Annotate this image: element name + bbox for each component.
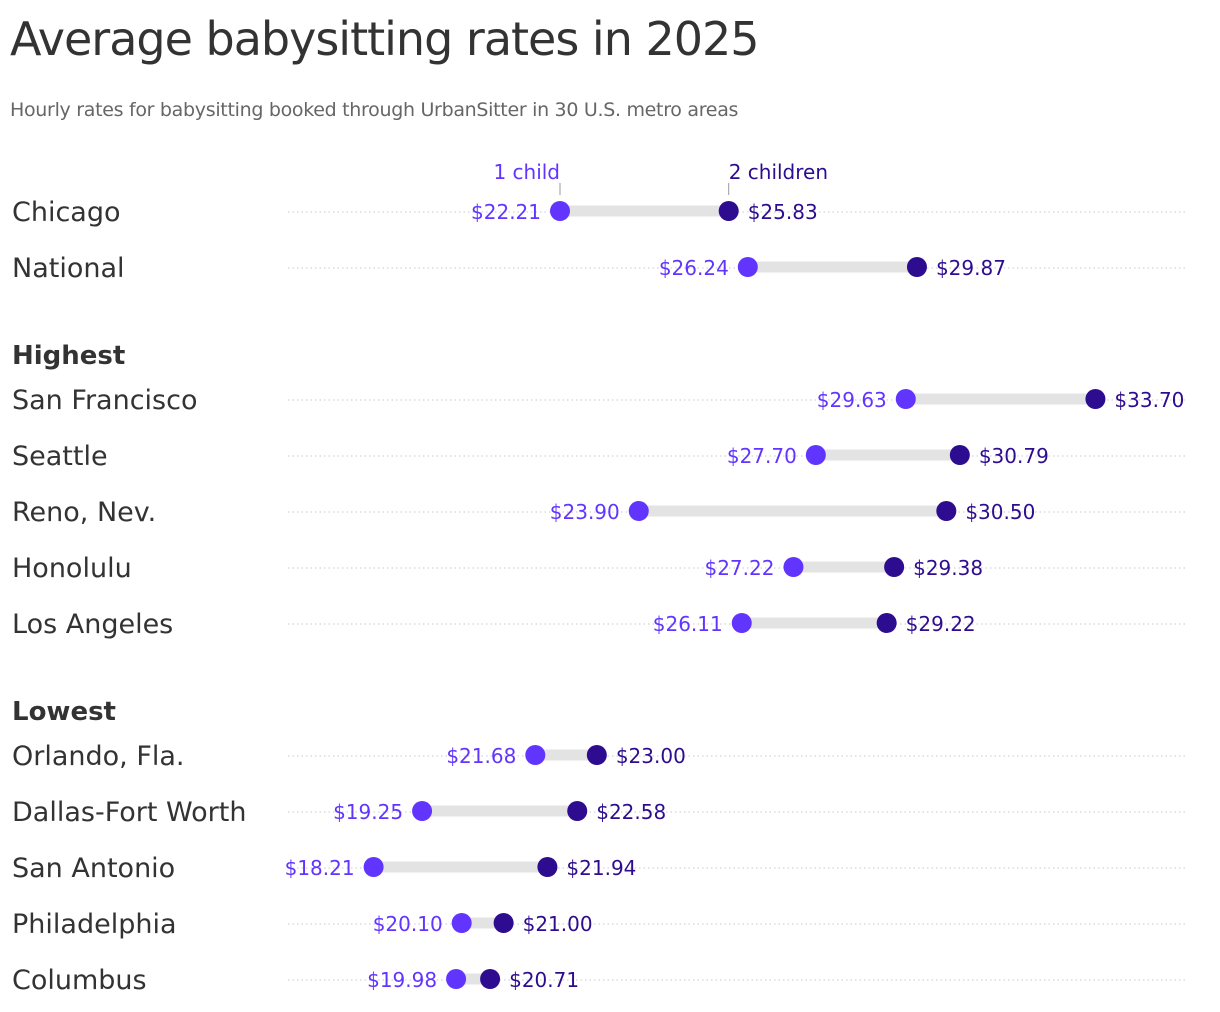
value-label-one-child: $27.70	[727, 444, 797, 468]
row-label: Honolulu	[12, 553, 132, 584]
row-label: National	[12, 253, 125, 284]
value-label-one-child: $26.24	[659, 256, 729, 280]
value-label-one-child: $18.21	[285, 856, 355, 880]
dot-two-children	[586, 745, 607, 765]
group-label: Highest	[12, 341, 125, 371]
value-label-two-children: $33.70	[1114, 388, 1184, 412]
dot-two-children	[1085, 389, 1106, 409]
legend-two-children: 2 children	[729, 160, 828, 184]
dot-one-child	[550, 201, 570, 221]
dot-two-children	[493, 913, 514, 933]
dot-one-child	[451, 913, 472, 933]
value-label-two-children: $25.83	[748, 200, 818, 224]
group-label: Lowest	[12, 697, 116, 727]
value-label-one-child: $21.68	[446, 744, 516, 768]
row-label: Reno, Nev.	[12, 497, 156, 528]
value-label-two-children: $21.00	[523, 912, 593, 936]
dot-two-children	[718, 201, 739, 221]
dot-one-child	[628, 501, 649, 521]
dot-one-child	[737, 257, 758, 277]
value-label-two-children: $30.50	[965, 500, 1035, 524]
value-label-two-children: $23.00	[616, 744, 686, 768]
dot-one-child	[731, 613, 752, 633]
value-label-one-child: $20.10	[373, 912, 443, 936]
chart-subtitle: Hourly rates for babysitting booked thro…	[10, 99, 739, 121]
dot-two-children	[480, 969, 501, 989]
dot-two-children	[906, 257, 927, 277]
row-label: Orlando, Fla.	[12, 741, 185, 772]
value-label-one-child: $26.11	[653, 612, 723, 636]
row-label: Dallas-Fort Worth	[12, 797, 246, 828]
value-label-two-children: $21.94	[566, 856, 636, 880]
row-label: San Antonio	[12, 853, 175, 884]
value-label-one-child: $23.90	[550, 500, 620, 524]
dot-two-children	[537, 857, 558, 877]
value-label-two-children: $29.22	[906, 612, 976, 636]
value-label-one-child: $29.63	[817, 388, 887, 412]
dot-one-child	[446, 969, 467, 989]
row-label: Columbus	[12, 965, 147, 996]
dot-one-child	[895, 389, 916, 409]
dot-two-children	[936, 501, 957, 521]
value-label-one-child: $22.21	[471, 200, 541, 224]
value-label-two-children: $29.38	[913, 556, 983, 580]
dot-one-child	[363, 857, 384, 877]
row-label: Philadelphia	[12, 909, 177, 940]
row-label: Los Angeles	[12, 609, 173, 640]
row-label: San Francisco	[12, 385, 197, 416]
dot-two-children	[884, 557, 905, 577]
value-label-one-child: $19.25	[333, 800, 403, 824]
chart-title: Average babysitting rates in 2025	[10, 12, 760, 66]
dot-two-children	[876, 613, 897, 633]
row-label: Chicago	[12, 197, 121, 228]
value-label-two-children: $30.79	[979, 444, 1049, 468]
value-label-two-children: $29.87	[936, 256, 1006, 280]
value-label-two-children: $20.71	[509, 968, 579, 992]
value-label-two-children: $22.58	[596, 800, 666, 824]
legend-one-child: 1 child	[493, 160, 560, 184]
dot-one-child	[805, 445, 826, 465]
dot-one-child	[783, 557, 804, 577]
dot-two-children	[567, 801, 588, 821]
value-label-one-child: $19.98	[367, 968, 437, 992]
row-label: Seattle	[12, 441, 108, 472]
value-label-one-child: $27.22	[704, 556, 774, 580]
dot-two-children	[949, 445, 970, 465]
dot-one-child	[412, 801, 433, 821]
dot-one-child	[525, 745, 546, 765]
